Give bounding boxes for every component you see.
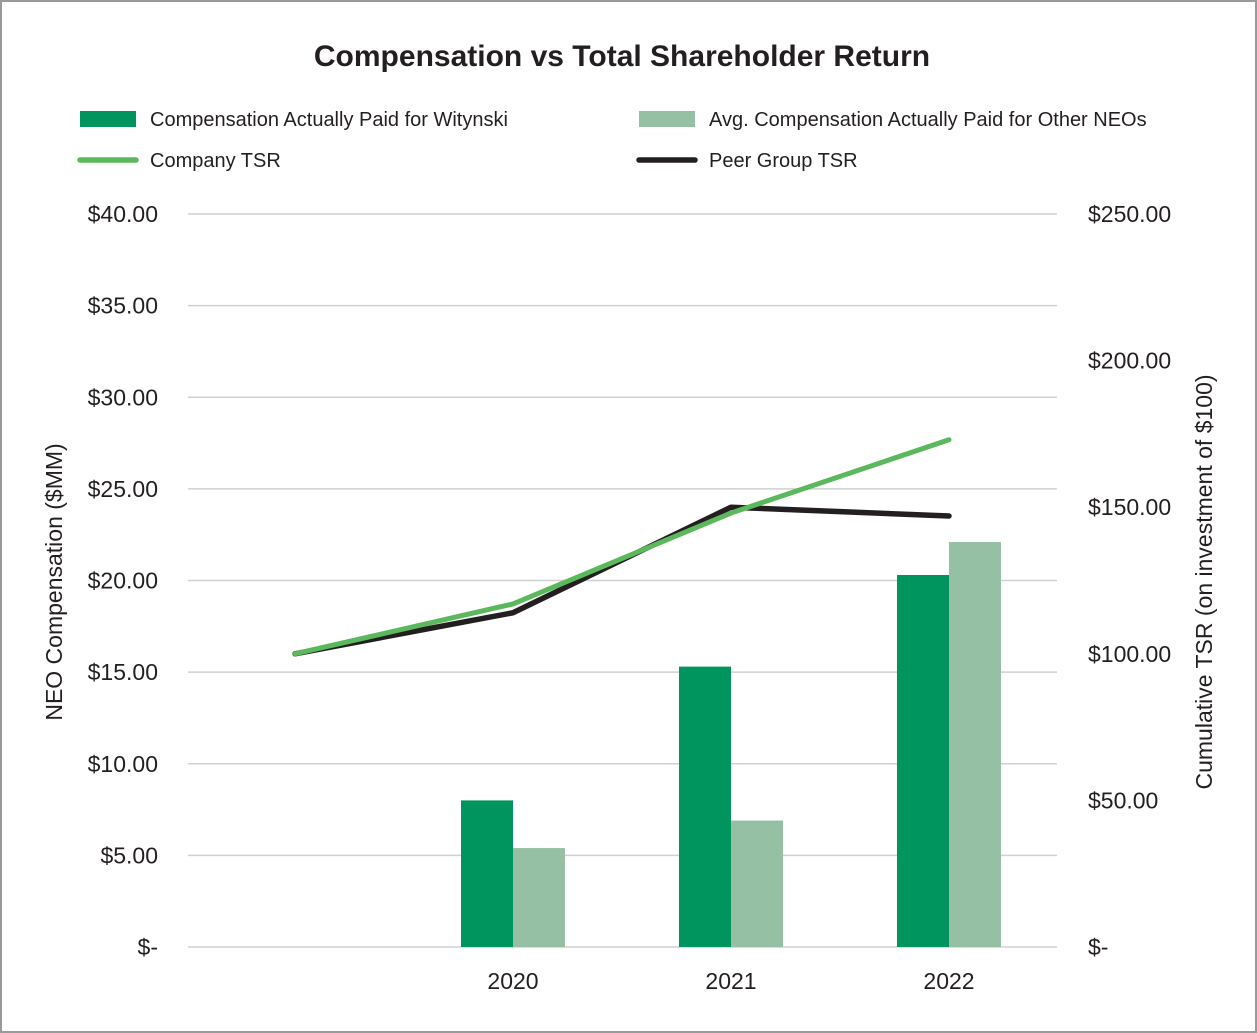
left-axis-ticks: $- $5.00 $10.00 $15.00 $20.00 $25.00 $30.00 $35… xyxy=(88,201,158,960)
x-axis-ticks: 2020 2021 2022 xyxy=(487,968,974,994)
x-tick-label-2022: 2022 xyxy=(923,968,974,994)
left-axis-label: NEO Compensation ($MM) xyxy=(41,443,67,720)
legend: Compensation Actually Paid for Witynski A… xyxy=(77,109,1147,172)
right-tick-label-4: $200.00 xyxy=(1088,348,1171,374)
series-lines xyxy=(292,437,952,657)
right-tick-label-3: $150.00 xyxy=(1088,494,1171,520)
bar-other-neos-2021 xyxy=(731,820,783,947)
right-tick-label-1: $50.00 xyxy=(1088,787,1158,813)
bar-witynski-2020 xyxy=(461,800,513,947)
left-tick-label-2: $10.00 xyxy=(88,751,158,777)
bar-witynski-2022 xyxy=(897,575,949,947)
legend-label-avg-compensation-actually-paid-for-other-neos: Avg. Compensation Actually Paid for Othe… xyxy=(709,109,1147,131)
right-tick-label-0: $- xyxy=(1088,934,1108,960)
gridlines xyxy=(188,213,1057,948)
bars xyxy=(461,542,1001,947)
right-axis-label: Cumulative TSR (on investment of $100) xyxy=(1191,374,1217,789)
left-tick-label-7: $35.00 xyxy=(88,293,158,319)
legend-swatch-compensation-actually-paid-for-witynski xyxy=(80,111,136,127)
right-axis-ticks: $- $50.00 $100.00 $150.00 $200.00 $250.00 xyxy=(1088,201,1171,960)
legend-label-peer-group-tsr: Peer Group TSR xyxy=(709,150,858,172)
right-tick-label-2: $100.00 xyxy=(1088,641,1171,667)
left-tick-label-8: $40.00 xyxy=(88,201,158,227)
left-tick-label-4: $20.00 xyxy=(88,568,158,594)
right-tick-label-5: $250.00 xyxy=(1088,201,1171,227)
legend-label-compensation-actually-paid-for-witynski: Compensation Actually Paid for Witynski xyxy=(150,109,508,131)
x-tick-label-2020: 2020 xyxy=(487,968,538,994)
left-tick-label-3: $15.00 xyxy=(88,659,158,685)
chart-title: Compensation vs Total Shareholder Return xyxy=(314,40,930,73)
legend-swatch-avg-compensation-actually-paid-for-other-neos xyxy=(639,111,695,127)
bar-other-neos-2022 xyxy=(949,542,1001,947)
left-tick-label-1: $5.00 xyxy=(100,842,158,868)
bar-witynski-2021 xyxy=(679,666,731,947)
x-tick-label-2021: 2021 xyxy=(705,968,756,994)
legend-label-company-tsr: Company TSR xyxy=(150,150,281,172)
left-tick-label-5: $25.00 xyxy=(88,476,158,502)
bar-other-neos-2020 xyxy=(513,848,565,947)
left-tick-label-0: $- xyxy=(138,934,158,960)
left-tick-label-6: $30.00 xyxy=(88,384,158,410)
line-company-tsr xyxy=(292,437,952,657)
